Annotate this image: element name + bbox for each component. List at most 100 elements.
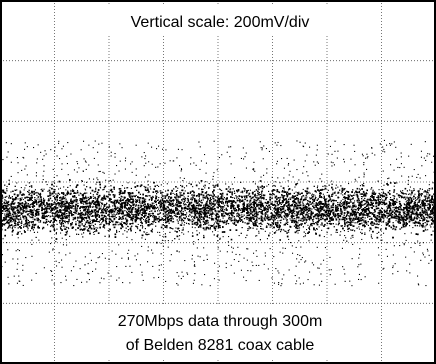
noise-point [380, 229, 382, 231]
noise-point [416, 208, 418, 210]
noise-point [264, 217, 266, 219]
noise-point [428, 215, 430, 217]
noise-point [214, 217, 216, 219]
noise-point [131, 208, 134, 211]
noise-point [77, 190, 79, 192]
noise-point [349, 214, 352, 216]
noise-point [83, 208, 85, 210]
noise-point [129, 205, 131, 207]
noise-point [311, 213, 313, 215]
noise-point [58, 216, 60, 218]
noise-point [171, 213, 173, 215]
noise-point [135, 211, 137, 213]
noise-point [184, 222, 186, 224]
noise-point [88, 213, 90, 215]
noise-point [376, 215, 379, 217]
noise-point [93, 191, 95, 193]
noise-point [251, 196, 254, 199]
noise-point [132, 220, 134, 222]
noise-point [178, 210, 180, 212]
noise-point [122, 200, 124, 202]
noise-point [177, 220, 179, 222]
noise-point [273, 203, 276, 206]
noise-point [16, 214, 18, 216]
noise-point [27, 221, 30, 224]
noise-point [370, 195, 372, 197]
noise-point [306, 208, 308, 210]
noise-point [97, 191, 99, 194]
noise-point [136, 200, 138, 203]
noise-point [228, 187, 230, 189]
noise-point [263, 209, 266, 212]
noise-point [49, 191, 51, 193]
noise-point [257, 190, 259, 193]
noise-point [24, 205, 26, 207]
noise-point [398, 196, 400, 198]
noise-point [164, 197, 166, 199]
noise-point [69, 202, 71, 204]
noise-point [107, 196, 109, 198]
noise-point [181, 220, 183, 222]
noise-point [320, 224, 322, 226]
noise-point [432, 182, 434, 184]
noise-point [94, 190, 97, 193]
noise-point [406, 213, 408, 216]
noise-point [334, 206, 337, 208]
noise-point [97, 227, 99, 229]
noise-point [290, 209, 292, 212]
noise-point [161, 203, 163, 205]
noise-point [423, 213, 425, 215]
noise-point [253, 213, 256, 215]
noise-point [232, 193, 234, 195]
noise-point [176, 209, 178, 212]
noise-point [159, 231, 161, 233]
noise-point [117, 224, 119, 226]
noise-point [36, 217, 38, 219]
noise-point [395, 220, 397, 222]
noise-point [156, 218, 158, 220]
noise-point [303, 219, 305, 221]
noise-point [260, 191, 262, 193]
noise-point [294, 213, 296, 215]
noise-point [427, 209, 429, 211]
noise-point [52, 215, 54, 217]
noise-point [309, 197, 311, 199]
noise-point [420, 217, 423, 219]
noise-point [196, 207, 198, 209]
noise-point [12, 221, 14, 223]
noise-point [36, 219, 38, 221]
noise-point [84, 223, 86, 225]
noise-point [159, 206, 162, 209]
noise-point [326, 232, 328, 234]
noise-point [1, 224, 3, 226]
noise-point [131, 192, 134, 194]
noise-point [287, 207, 290, 209]
noise-point [385, 202, 388, 205]
noise-point [274, 208, 277, 210]
noise-point [78, 220, 80, 223]
noise-point [136, 210, 138, 212]
noise-point [363, 182, 365, 184]
noise-point [93, 203, 95, 205]
noise-point [419, 197, 421, 199]
noise-point [383, 209, 386, 212]
noise-point [424, 226, 426, 228]
noise-point [358, 216, 360, 218]
noise-point [190, 201, 193, 204]
noise-point [383, 211, 386, 213]
noise-point [231, 193, 233, 195]
noise-point [55, 211, 57, 214]
noise-point [70, 223, 73, 226]
noise-point [41, 188, 43, 190]
noise-point [256, 213, 258, 216]
noise-point [25, 211, 27, 213]
noise-point [299, 204, 301, 206]
noise-point [201, 207, 203, 210]
noise-point [219, 209, 221, 211]
noise-point [416, 202, 418, 204]
noise-point [404, 216, 406, 218]
noise-point [58, 188, 60, 190]
noise-point [301, 192, 303, 194]
noise-point [91, 224, 93, 226]
noise-point [85, 196, 87, 199]
